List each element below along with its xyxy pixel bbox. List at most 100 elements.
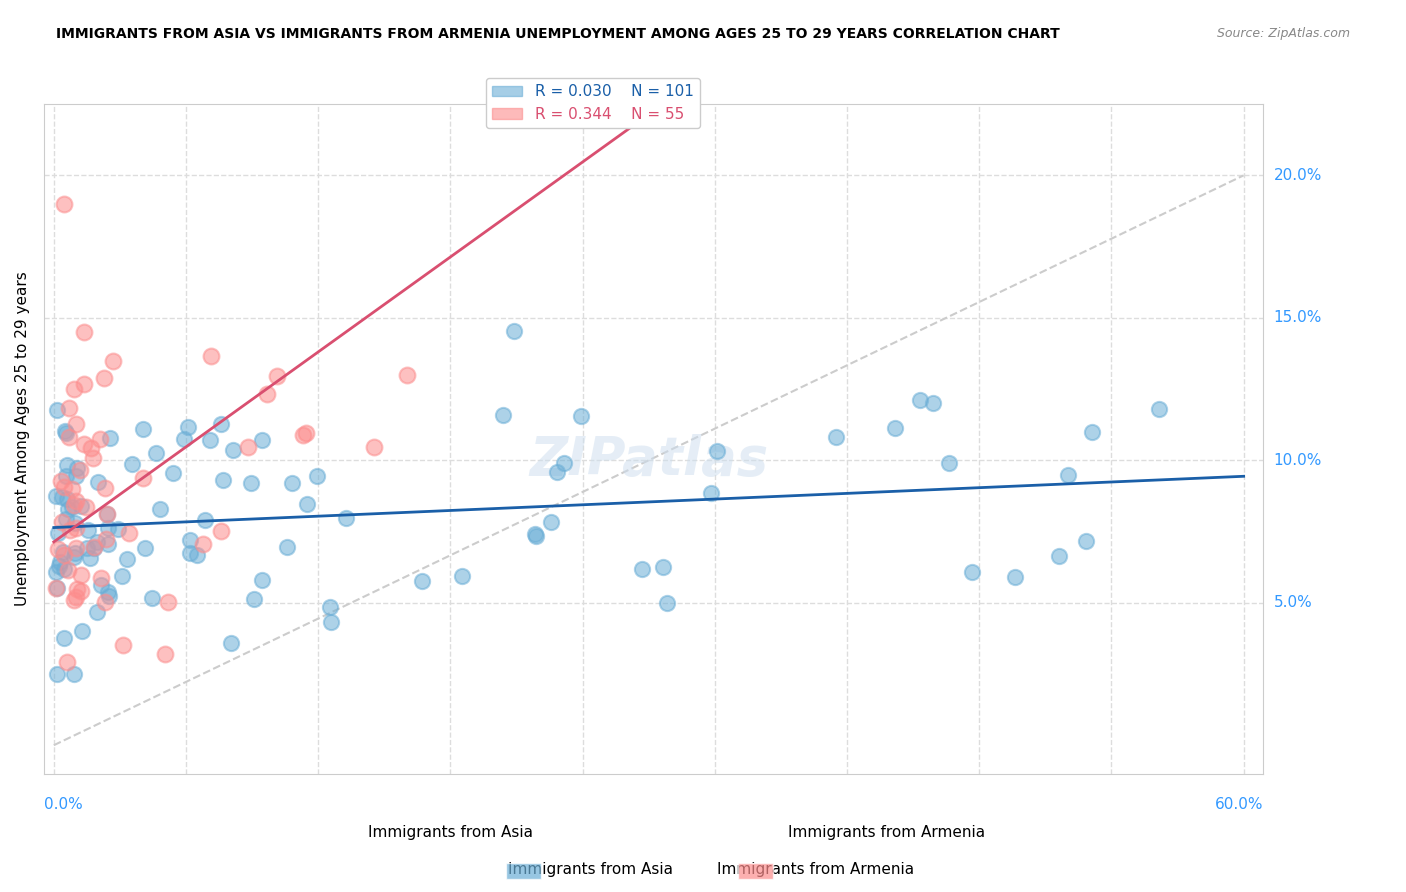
Point <box>363 440 385 454</box>
Point <box>655 596 678 610</box>
Point <box>86 605 108 619</box>
Point <box>211 473 233 487</box>
Point <box>89 433 111 447</box>
Point <box>55 458 77 473</box>
Y-axis label: Unemployment Among Ages 25 to 29 years: Unemployment Among Ages 25 to 29 years <box>15 271 30 607</box>
Point <box>503 324 526 338</box>
Point <box>63 593 86 607</box>
Point <box>1057 468 1080 483</box>
Point <box>295 498 318 512</box>
Point <box>98 590 121 604</box>
Point <box>292 428 315 442</box>
Point <box>56 655 79 669</box>
Point <box>90 578 112 592</box>
Point <box>65 516 87 531</box>
Point <box>69 463 91 477</box>
Point <box>194 512 217 526</box>
Point <box>149 501 172 516</box>
Point <box>73 376 96 391</box>
Point <box>305 469 328 483</box>
Legend: R = 0.030    N = 101, R = 0.344    N = 55: R = 0.030 N = 101, R = 0.344 N = 55 <box>485 78 700 128</box>
Point <box>335 511 357 525</box>
Point <box>70 567 93 582</box>
Point <box>492 408 515 422</box>
Point <box>121 457 143 471</box>
Point <box>118 525 141 540</box>
Point <box>938 456 960 470</box>
Point <box>219 636 242 650</box>
Point <box>276 541 298 555</box>
Point <box>145 446 167 460</box>
Point <box>83 541 105 556</box>
Point <box>51 515 73 529</box>
Point <box>51 490 73 504</box>
Point <box>70 499 93 513</box>
Point <box>45 582 67 596</box>
Point <box>395 368 418 382</box>
Point <box>94 595 117 609</box>
Point <box>45 489 67 503</box>
Point <box>55 511 77 525</box>
Point <box>524 529 547 543</box>
Point <box>46 525 69 540</box>
Point <box>141 591 163 605</box>
Point <box>45 402 67 417</box>
Point <box>55 426 77 441</box>
Point <box>97 537 120 551</box>
Point <box>65 590 87 604</box>
Point <box>75 500 97 514</box>
Point <box>82 451 104 466</box>
Point <box>49 555 72 569</box>
Text: 10.0%: 10.0% <box>1274 453 1322 467</box>
Point <box>45 667 67 681</box>
Point <box>103 353 125 368</box>
Point <box>706 443 728 458</box>
Point <box>569 409 592 424</box>
Point <box>52 545 75 559</box>
Point <box>53 548 76 562</box>
Point <box>66 461 89 475</box>
Point <box>524 527 547 541</box>
Text: 0.0%: 0.0% <box>44 797 83 812</box>
Point <box>65 546 87 560</box>
Point <box>58 401 80 416</box>
Point <box>63 549 86 564</box>
Point <box>65 521 87 535</box>
Point <box>200 433 222 447</box>
Point <box>700 485 723 500</box>
Point <box>266 369 288 384</box>
Point <box>179 533 201 548</box>
Point <box>65 469 87 483</box>
Point <box>252 433 274 447</box>
Text: 15.0%: 15.0% <box>1274 310 1322 326</box>
Point <box>79 551 101 566</box>
Point <box>131 471 153 485</box>
Point <box>94 533 117 547</box>
Point <box>540 515 562 529</box>
Point <box>131 422 153 436</box>
Point <box>155 648 177 662</box>
Point <box>58 430 80 444</box>
Text: IMMIGRANTS FROM ASIA VS IMMIGRANTS FROM ARMENIA UNEMPLOYMENT AMONG AGES 25 TO 29: IMMIGRANTS FROM ASIA VS IMMIGRANTS FROM … <box>56 27 1060 41</box>
Point <box>56 501 79 516</box>
Text: Immigrants from Armenia: Immigrants from Armenia <box>717 863 914 877</box>
Point <box>281 476 304 491</box>
Point <box>96 507 118 521</box>
Point <box>62 382 84 396</box>
Point <box>65 417 87 431</box>
Point <box>77 523 100 537</box>
Point <box>90 571 112 585</box>
Point <box>238 440 260 454</box>
Point <box>98 431 121 445</box>
Point <box>134 541 156 556</box>
Point <box>65 493 87 508</box>
Point <box>115 551 138 566</box>
Point <box>186 549 208 563</box>
Text: 20.0%: 20.0% <box>1274 168 1322 183</box>
Point <box>93 482 115 496</box>
Point <box>56 491 79 506</box>
Point <box>60 482 83 496</box>
Point <box>56 563 79 577</box>
Point <box>107 522 129 536</box>
Point <box>319 615 342 629</box>
